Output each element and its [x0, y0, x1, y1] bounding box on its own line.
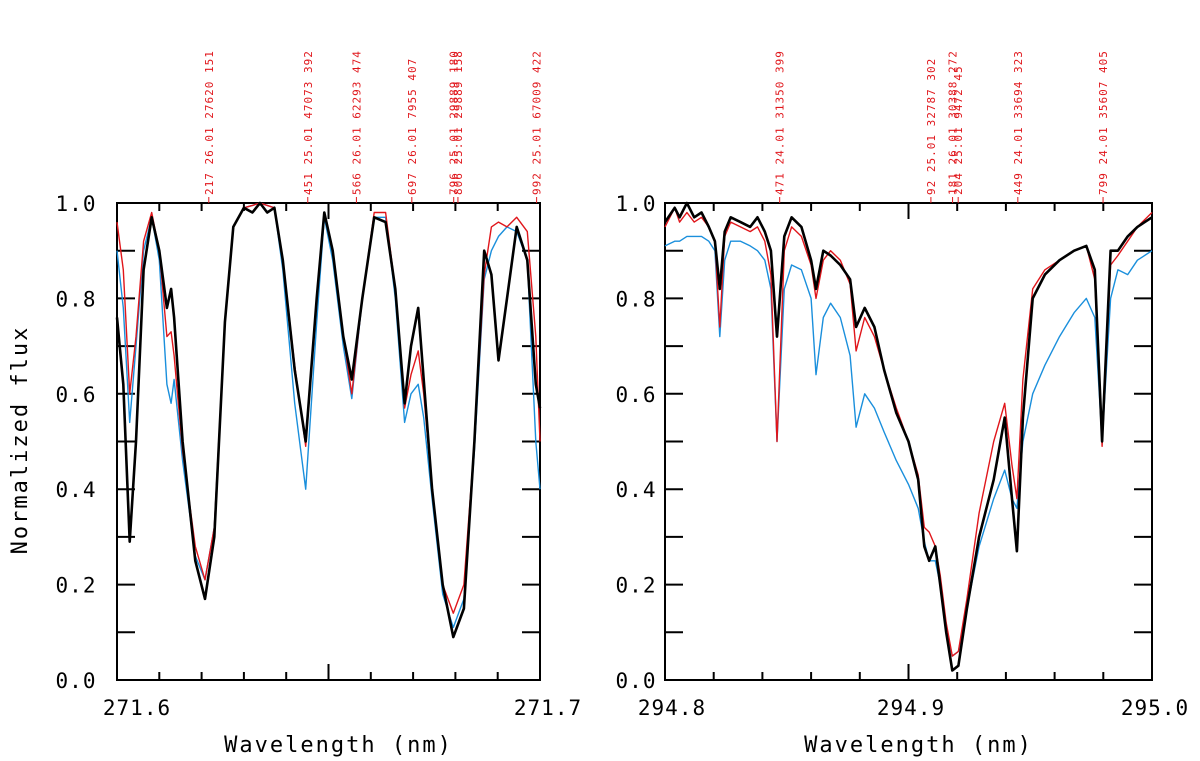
series-model-blue: [664, 235, 1153, 657]
x-tick-label: 294.9: [877, 696, 945, 720]
y-axis-title: Normalized flux: [8, 326, 33, 555]
y-tick-label: 1.0: [616, 192, 657, 216]
line-id-text: 204 25.01 9472 45: [952, 65, 965, 195]
line-id-label: 451 25.01 47073 392: [302, 50, 315, 203]
line-id-label: 471 24.01 31350 399: [774, 50, 787, 203]
y-tick-label: 0.2: [56, 574, 97, 598]
x-tick-label: 294.8: [638, 696, 706, 720]
y-tick-label: 0.4: [56, 478, 97, 502]
line-id-label: 799 24.01 35607 405: [1097, 50, 1110, 203]
line-id-text: 471 24.01 31350 399: [774, 50, 787, 195]
y-tick-label: 0.8: [56, 287, 97, 311]
line-id-label: 217 26.01 27620 151: [203, 50, 216, 203]
x-axis-title: Wavelength (nm): [224, 733, 453, 758]
line-id-text: 566 26.01 62293 474: [350, 50, 363, 195]
series-observed: [663, 201, 1153, 672]
line-id-label: 92 25.01 32787 302: [925, 58, 938, 203]
line-id-label: 449 24.01 33694 323: [1012, 50, 1025, 203]
series-model-red: [664, 207, 1153, 657]
x-axis-title: Wavelength (nm): [804, 733, 1033, 758]
line-id-text: 992 25.01 67009 422: [531, 50, 544, 195]
y-tick-label: 0.0: [56, 669, 97, 693]
y-tick-label: 0.0: [616, 669, 657, 693]
line-id-text: 217 26.01 27620 151: [203, 50, 216, 195]
x-tick-label: 271.6: [103, 696, 171, 720]
line-id-text: 92 25.01 32787 302: [925, 58, 938, 195]
line-id-label: 181 26.01 30388 272: [947, 50, 960, 203]
x-tick-label: 295.0: [1121, 696, 1189, 720]
x-tick-label: 271.7: [514, 696, 582, 720]
series-observed: [115, 201, 542, 639]
panel-1: 0.0 0.2 0.4 0.6 0.8 1.0 271.6 271.7 Wavelength (…: [56, 50, 582, 758]
line-id-label: 796 25.01 29889 180: [448, 50, 461, 203]
line-id-label: 566 26.01 62293 474: [350, 50, 363, 203]
line-id-label: 204 25.01 9472 45: [952, 65, 965, 203]
line-id-text: 181 26.01 30388 272: [947, 50, 960, 195]
y-tick-label: 0.8: [616, 287, 657, 311]
y-tick-label: 1.0: [56, 192, 97, 216]
y-tick-label: 0.4: [616, 478, 657, 502]
y-tick-label: 0.6: [616, 383, 657, 407]
line-id-text: 449 24.01 33694 323: [1012, 50, 1025, 195]
line-id-text: 451 25.01 47073 392: [302, 50, 315, 195]
line-id-text: 806 25.01 29889 158: [452, 50, 465, 195]
y-tick-label: 0.6: [56, 383, 97, 407]
panel-2: 0.0 0.2 0.4 0.6 0.8 1.0 294.8 294.9 295.0 Wavelen…: [616, 50, 1189, 758]
line-id-text: 799 24.01 35607 405: [1097, 50, 1110, 195]
line-id-text: 697 26.01 7955 407: [406, 58, 419, 195]
line-id-label: 697 26.01 7955 407: [406, 58, 419, 203]
y-tick-label: 0.2: [616, 574, 657, 598]
line-id-text: 796 25.01 29889 180: [448, 50, 461, 195]
line-id-label: 806 25.01 29889 158: [452, 50, 465, 203]
line-id-label: 992 25.01 67009 422: [531, 50, 544, 203]
